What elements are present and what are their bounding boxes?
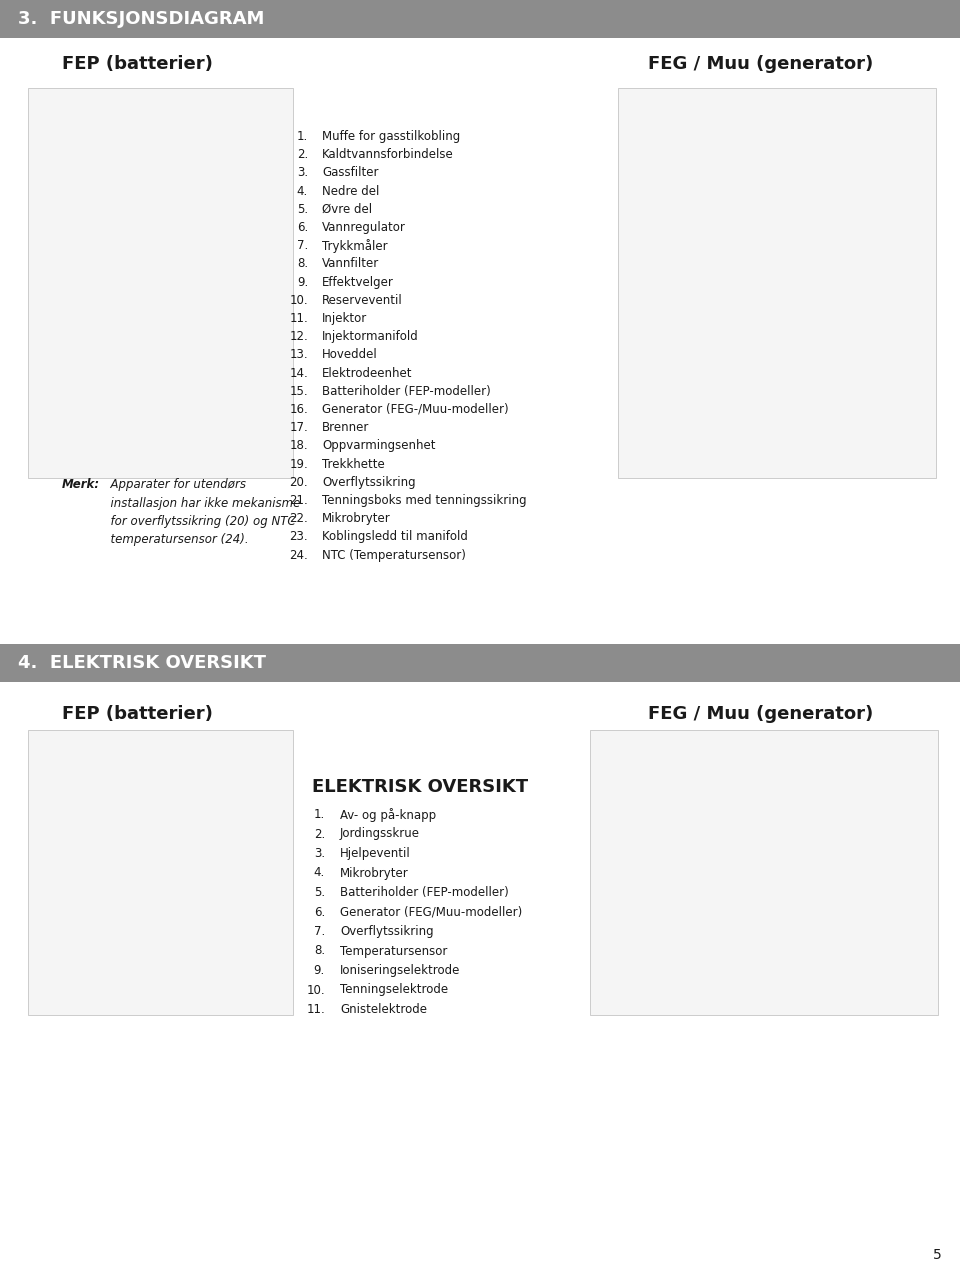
Text: 2.: 2.: [314, 827, 325, 841]
Text: Injektor: Injektor: [322, 312, 368, 326]
Bar: [28, 88, 293, 478]
Text: 8.: 8.: [297, 258, 308, 271]
Text: 11.: 11.: [289, 312, 308, 326]
Text: 24.: 24.: [289, 549, 308, 562]
Text: Tenningsboks med tenningssikring: Tenningsboks med tenningssikring: [322, 494, 527, 506]
Text: Av- og på-knapp: Av- og på-knapp: [340, 808, 436, 822]
Text: 23.: 23.: [289, 531, 308, 544]
Text: Overflytssikring: Overflytssikring: [340, 926, 434, 938]
Text: NTC (Temperatursensor): NTC (Temperatursensor): [322, 549, 466, 562]
Text: Muffe for gasstilkobling: Muffe for gasstilkobling: [322, 129, 460, 144]
Text: 18.: 18.: [289, 440, 308, 453]
Text: 9.: 9.: [314, 964, 325, 977]
Text: Brenner: Brenner: [322, 422, 370, 435]
Text: FEP (batterier): FEP (batterier): [62, 55, 213, 73]
Text: 3.: 3.: [314, 847, 325, 860]
Text: Trykkmåler: Trykkmåler: [322, 240, 388, 253]
Text: Mikrobryter: Mikrobryter: [340, 867, 409, 879]
Text: 12.: 12.: [289, 331, 308, 344]
Text: Apparater for utendørs
  installasjon har ikke mekanisme
  for overflytssikring : Apparater for utendørs installasjon har …: [103, 478, 300, 546]
Text: 19.: 19.: [289, 458, 308, 470]
Text: Vannregulator: Vannregulator: [322, 221, 406, 235]
Text: Overflytssikring: Overflytssikring: [322, 476, 416, 488]
Bar: [590, 729, 938, 1015]
Text: Merk:: Merk:: [62, 478, 100, 491]
Text: Hoveddel: Hoveddel: [322, 349, 377, 362]
Text: Effektvelger: Effektvelger: [322, 276, 394, 288]
Text: 15.: 15.: [289, 385, 308, 397]
Text: 10.: 10.: [289, 294, 308, 306]
Text: Hjelpeventil: Hjelpeventil: [340, 847, 411, 860]
Text: Øvre del: Øvre del: [322, 203, 372, 215]
Text: 5: 5: [933, 1247, 942, 1261]
Text: 5.: 5.: [314, 886, 325, 899]
Text: Mikrobryter: Mikrobryter: [322, 513, 391, 526]
Text: FEG / Muu (generator): FEG / Muu (generator): [648, 705, 874, 723]
Text: 6.: 6.: [297, 221, 308, 235]
Bar: [0, 644, 960, 682]
Text: 8.: 8.: [314, 945, 325, 958]
Text: 1.: 1.: [297, 129, 308, 144]
Text: Injektormanifold: Injektormanifold: [322, 331, 419, 344]
Text: Trekkhette: Trekkhette: [322, 458, 385, 470]
Text: Gnistelektrode: Gnistelektrode: [340, 1003, 427, 1017]
Text: Vannfilter: Vannfilter: [322, 258, 379, 271]
Text: 6.: 6.: [314, 905, 325, 918]
Text: Generator (FEG/Muu-modeller): Generator (FEG/Muu-modeller): [340, 905, 522, 918]
Text: ELEKTRISK OVERSIKT: ELEKTRISK OVERSIKT: [312, 778, 528, 796]
Text: 7.: 7.: [314, 926, 325, 938]
Text: 1.: 1.: [314, 808, 325, 820]
Text: 20.: 20.: [289, 476, 308, 488]
Text: 5.: 5.: [297, 203, 308, 215]
Text: Temperatursensor: Temperatursensor: [340, 945, 447, 958]
Text: 3.: 3.: [297, 167, 308, 179]
Text: Nedre del: Nedre del: [322, 185, 379, 197]
Text: 4.: 4.: [297, 185, 308, 197]
Bar: [28, 729, 293, 1015]
Text: 21.: 21.: [289, 494, 308, 506]
Bar: [0, 0, 960, 38]
Text: Reserveventil: Reserveventil: [322, 294, 403, 306]
Text: 13.: 13.: [289, 349, 308, 362]
Text: Batteriholder (FEP-modeller): Batteriholder (FEP-modeller): [340, 886, 509, 899]
Text: Gassfilter: Gassfilter: [322, 167, 378, 179]
Text: 4.  ELEKTRISK OVERSIKT: 4. ELEKTRISK OVERSIKT: [18, 654, 266, 672]
Text: Elektrodeenhet: Elektrodeenhet: [322, 367, 413, 379]
Text: 9.: 9.: [297, 276, 308, 288]
Text: 16.: 16.: [289, 403, 308, 415]
Text: Oppvarmingsenhet: Oppvarmingsenhet: [322, 440, 436, 453]
Text: 14.: 14.: [289, 367, 308, 379]
Text: 4.: 4.: [314, 867, 325, 879]
Text: Jordingsskrue: Jordingsskrue: [340, 827, 420, 841]
Text: 10.: 10.: [306, 983, 325, 996]
Text: 7.: 7.: [297, 240, 308, 253]
Bar: [618, 88, 936, 478]
Text: 11.: 11.: [306, 1003, 325, 1017]
Text: Tenningselektrode: Tenningselektrode: [340, 983, 448, 996]
Text: FEG / Muu (generator): FEG / Muu (generator): [648, 55, 874, 73]
Text: Batteriholder (FEP-modeller): Batteriholder (FEP-modeller): [322, 385, 491, 397]
Text: 17.: 17.: [289, 422, 308, 435]
Text: 2.: 2.: [297, 149, 308, 162]
Text: 3.  FUNKSJONSDIAGRAM: 3. FUNKSJONSDIAGRAM: [18, 10, 264, 28]
Text: Generator (FEG-/Muu-modeller): Generator (FEG-/Muu-modeller): [322, 403, 509, 415]
Text: Kaldtvannsforbindelse: Kaldtvannsforbindelse: [322, 149, 454, 162]
Text: Ioniseringselektrode: Ioniseringselektrode: [340, 964, 461, 977]
Text: 22.: 22.: [289, 513, 308, 526]
Text: Koblingsledd til manifold: Koblingsledd til manifold: [322, 531, 468, 544]
Text: FEP (batterier): FEP (batterier): [62, 705, 213, 723]
